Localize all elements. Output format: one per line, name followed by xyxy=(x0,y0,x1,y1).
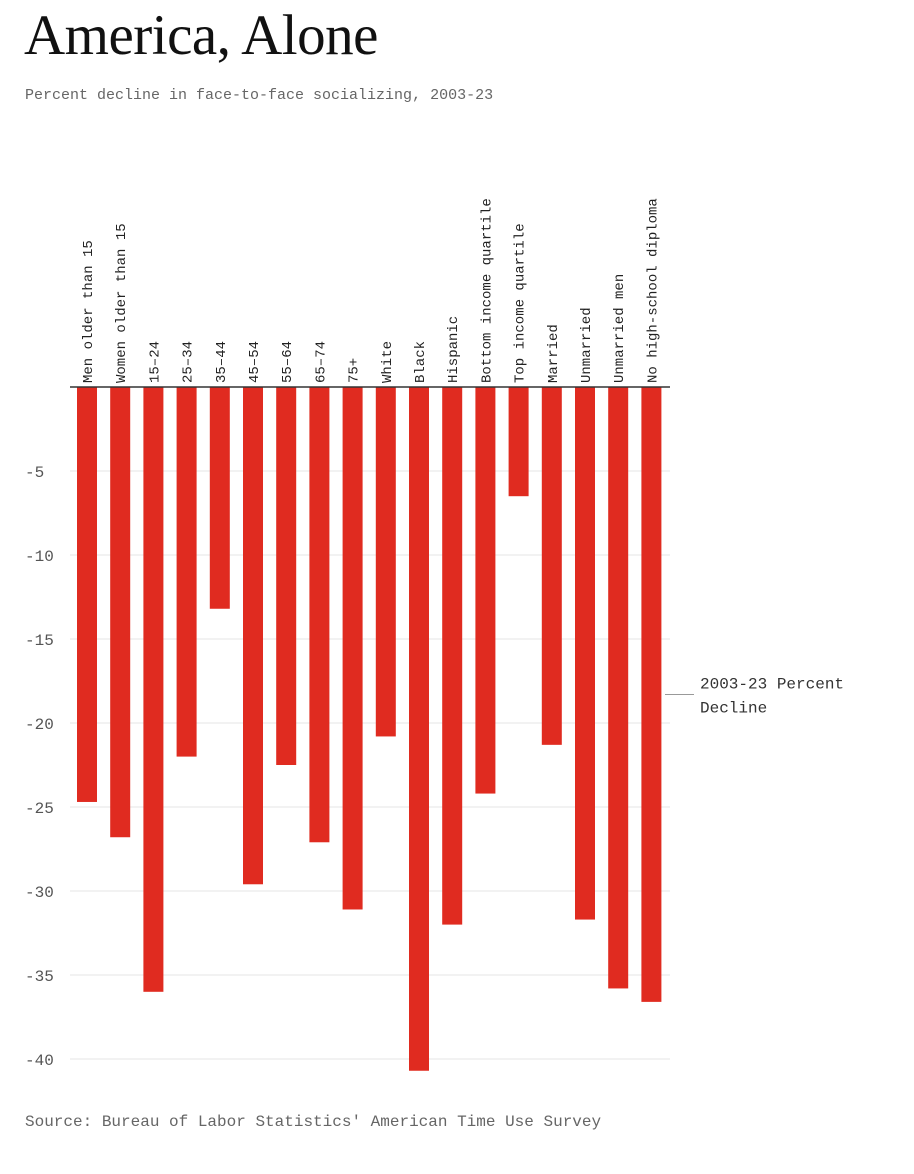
bar xyxy=(608,387,629,989)
category-label: 65–74 xyxy=(313,341,329,383)
y-tick-label: -5 xyxy=(25,464,44,482)
category-label: Hispanic xyxy=(446,316,462,383)
bar xyxy=(508,387,529,497)
category-label: White xyxy=(380,341,396,383)
category-label: 15–24 xyxy=(147,341,163,383)
bar xyxy=(541,387,562,745)
category-label: Top income quartile xyxy=(513,223,529,383)
y-tick-label: -15 xyxy=(25,632,54,650)
bar xyxy=(209,387,230,609)
bar xyxy=(309,387,330,843)
bar xyxy=(575,387,595,920)
gridlines xyxy=(70,470,670,1060)
bar xyxy=(276,387,297,765)
series-annotation: 2003-23 Percent Decline xyxy=(665,675,844,717)
y-tick-label: -10 xyxy=(25,548,54,566)
bar xyxy=(641,387,662,1002)
category-label: 55–64 xyxy=(280,341,296,383)
bar-chart: Men older than 15 Women older than 15 15–2… xyxy=(25,198,844,1071)
chart-title: America, Alone xyxy=(24,4,378,67)
y-tick-label: -20 xyxy=(25,716,54,734)
bars xyxy=(77,387,662,1071)
bar xyxy=(442,387,463,925)
annotation-label: Decline xyxy=(700,699,767,717)
category-labels: Men older than 15 Women older than 15 15–2… xyxy=(81,198,661,383)
annotation-label: 2003-23 Percent xyxy=(700,675,844,693)
category-label: No high-school diploma xyxy=(645,198,661,383)
category-label: Bottom income quartile xyxy=(479,198,495,383)
category-label: Married xyxy=(546,324,562,383)
y-tick-label: -25 xyxy=(25,800,54,818)
category-label: 75+ xyxy=(347,358,363,383)
y-tick-labels: -5 -10 -15 -20 -25 -30 -35 -40 xyxy=(25,464,54,1070)
y-tick-label: -35 xyxy=(25,968,54,986)
chart-subtitle: Percent decline in face-to-face socializ… xyxy=(25,87,494,104)
bar xyxy=(77,387,97,802)
y-tick-label: -40 xyxy=(25,1052,54,1070)
y-tick-label: -30 xyxy=(25,884,54,902)
category-label: Women older than 15 xyxy=(114,223,130,383)
bar xyxy=(143,387,164,992)
bar xyxy=(342,387,363,910)
category-label: 25–34 xyxy=(181,341,197,383)
bar xyxy=(375,387,396,737)
category-label: 35–44 xyxy=(214,341,230,383)
bar xyxy=(243,387,263,885)
source-note: Source: Bureau of Labor Statistics' Amer… xyxy=(25,1113,602,1131)
category-label: 45–54 xyxy=(247,341,263,383)
category-label: Unmarried men xyxy=(612,274,628,383)
category-label: Unmarried xyxy=(579,307,595,383)
category-label: Men older than 15 xyxy=(81,240,97,383)
bar xyxy=(475,387,496,794)
bar xyxy=(176,387,197,757)
bar xyxy=(110,387,131,838)
bar xyxy=(409,387,429,1071)
category-label: Black xyxy=(413,341,429,383)
